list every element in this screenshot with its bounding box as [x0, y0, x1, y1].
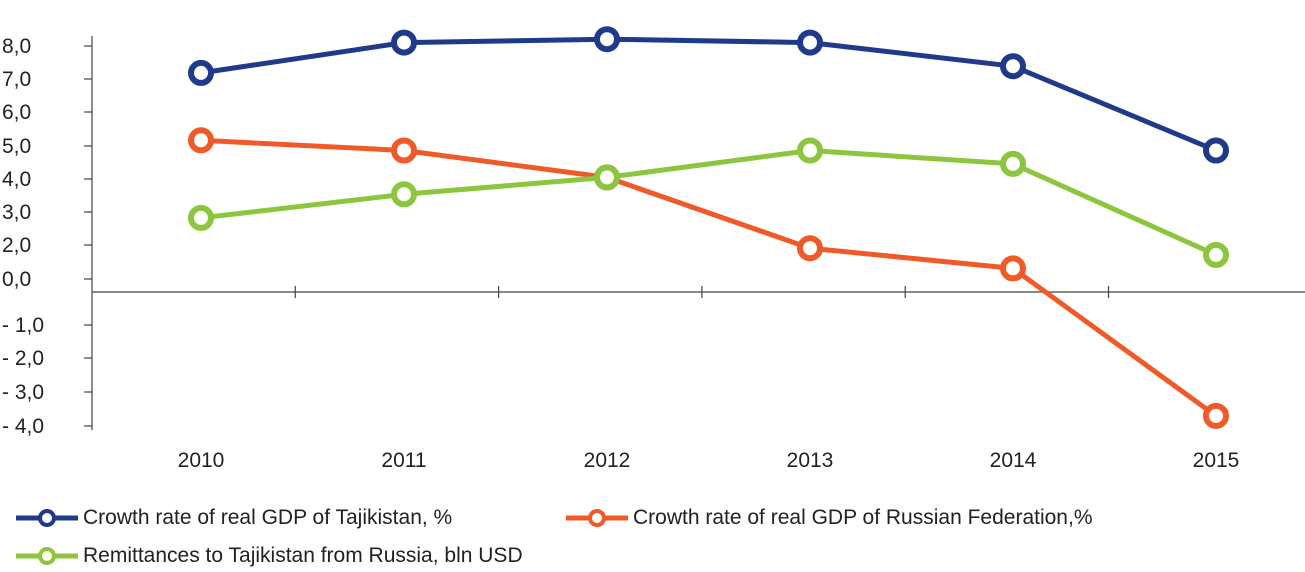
x-tick-label: 2015: [1193, 449, 1240, 472]
legend-swatch-icon: [16, 547, 78, 565]
x-tick-label: 2010: [178, 449, 225, 472]
legend-swatch-icon: [16, 509, 78, 527]
data-point-series-0: [1000, 53, 1026, 80]
x-tick-label: 2011: [381, 449, 426, 472]
y-tick-label: 6,0: [2, 101, 31, 124]
y-tick-label: - 4,0: [2, 415, 44, 438]
y-tick-label: 7,0: [2, 68, 31, 91]
data-point-series-2: [797, 137, 823, 164]
data-point-series-1: [1000, 255, 1026, 282]
data-point-series-0: [188, 59, 214, 86]
y-tick-label: - 2,0: [2, 347, 44, 370]
data-point-series-0: [1203, 137, 1229, 164]
legend-item-russia-gdp: Crowth rate of real GDP of Russian Feder…: [564, 502, 1093, 534]
legend-label: Remittances to Tajikistan from Russia, b…: [83, 544, 523, 567]
y-tick-label: 5,0: [2, 135, 31, 158]
y-axis-tick-labels: 8,0 7,0 6,0 5,0 4,0 3,0 2,0 0,0 - 1,0 - 2,0 - 3,0 -…: [2, 35, 44, 438]
y-tick-label: 8,0: [2, 35, 31, 58]
series-line-1: [200, 137, 1218, 418]
legend-item-remittances: Remittances to Tajikistan from Russia, b…: [14, 540, 523, 572]
x-tick-label: 2014: [990, 449, 1037, 472]
y-tick-label: 4,0: [2, 168, 31, 191]
data-point-series-0: [391, 29, 417, 56]
series-line-2: [200, 148, 1218, 258]
data-point-series-2: [188, 204, 214, 231]
series-lines: [200, 36, 1218, 418]
axes: [84, 36, 1305, 430]
data-point-series-0: [594, 26, 620, 53]
series-line-0: [200, 36, 1217, 153]
data-point-series-1: [391, 137, 417, 164]
legend-item-tajikistan-gdp: Crowth rate of real GDP of Tajikistan, %: [14, 502, 452, 534]
y-tick-label: 2,0: [2, 234, 31, 257]
data-point-series-2: [1000, 150, 1026, 177]
legend-label: Crowth rate of real GDP of Russian Feder…: [633, 506, 1093, 529]
x-tick-label: 2012: [584, 449, 631, 472]
line-chart: 8,0 7,0 6,0 5,0 4,0 3,0 2,0 0,0 - 1,0 - 2,0 - 3,0 -…: [2, 26, 1305, 472]
series-markers: [188, 26, 1229, 429]
data-point-series-2: [391, 181, 417, 208]
x-tick-label: 2013: [787, 449, 834, 472]
legend-label: Crowth rate of real GDP of Tajikistan, %: [83, 506, 453, 529]
x-axis-tick-labels: 2010 2011 2012 2013 2014 2015: [178, 449, 1240, 472]
data-point-series-1: [797, 235, 823, 262]
data-point-series-0: [797, 29, 823, 56]
y-tick-label: - 1,0: [2, 314, 44, 337]
legend-swatch-icon: [566, 509, 628, 527]
y-tick-label: - 3,0: [2, 381, 44, 404]
data-point-series-2: [594, 164, 620, 191]
y-tick-label: 0,0: [2, 268, 31, 291]
data-point-series-1: [1203, 402, 1229, 429]
y-tick-label: 3,0: [2, 201, 31, 224]
data-point-series-2: [1203, 241, 1229, 268]
data-point-series-1: [188, 127, 214, 154]
legend: Crowth rate of real GDP of Tajikistan, %…: [0, 496, 1305, 572]
